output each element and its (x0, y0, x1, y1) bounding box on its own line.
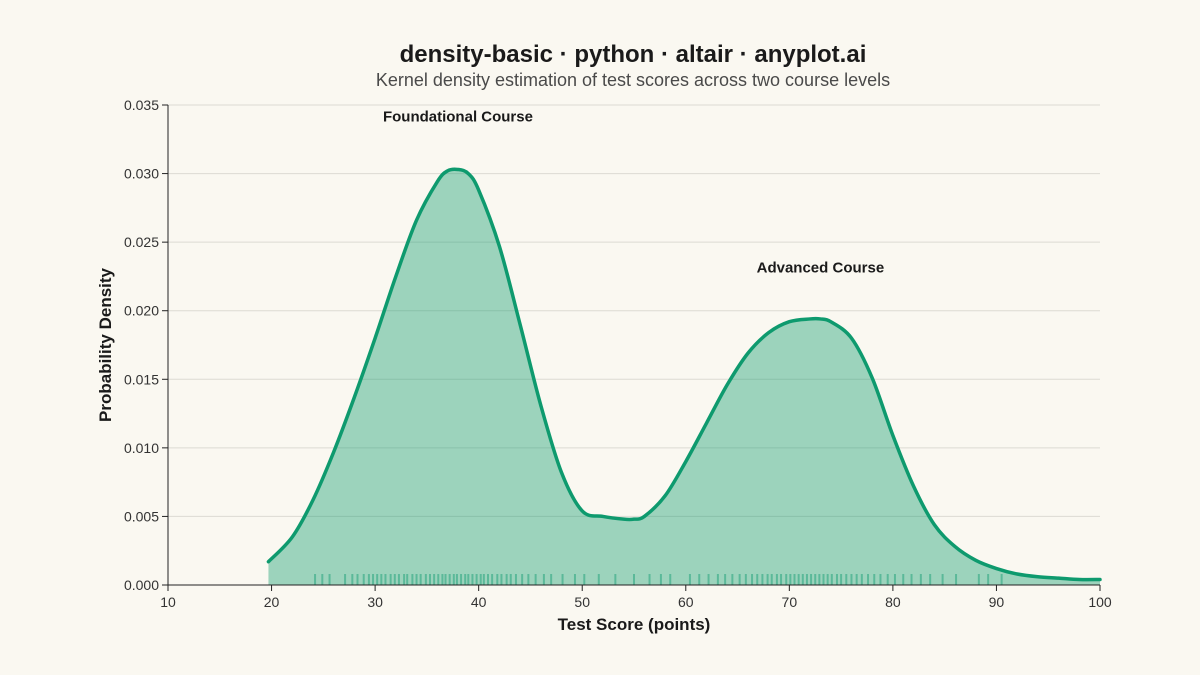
x-tick-label: 70 (782, 594, 798, 610)
tick-labels: 0.000 0.005 0.010 0.015 0.020 0.025 0.030 0.035… (124, 97, 1112, 610)
annotation-advanced-course: Advanced Course (757, 259, 885, 276)
grid-lines (168, 104, 1100, 517)
x-tick-label: 90 (989, 594, 1005, 610)
x-tick-label: 60 (678, 594, 694, 610)
axes (162, 104, 1101, 591)
annotation-foundational-course: Foundational Course (383, 108, 533, 125)
chart-title: density-basic · python · altair · anyplo… (400, 41, 867, 68)
y-tick-label: 0.035 (124, 97, 159, 113)
y-tick-label: 0.030 (124, 166, 159, 182)
x-tick-label: 80 (885, 594, 901, 610)
y-tick-label: 0.010 (124, 440, 159, 456)
density-area-layer (266, 167, 1102, 585)
x-tick-label: 20 (264, 594, 280, 610)
y-tick-label: 0.020 (124, 303, 159, 319)
x-tick-label: 30 (367, 594, 383, 610)
x-tick-label: 40 (471, 594, 487, 610)
y-tick-label: 0.000 (124, 577, 159, 593)
y-tick-label: 0.005 (124, 508, 159, 524)
y-tick-label: 0.015 (124, 371, 159, 387)
y-tick-label: 0.025 (124, 234, 159, 250)
density-line (266, 167, 1102, 582)
x-tick-label: 10 (160, 594, 176, 610)
rug-marks (314, 574, 1003, 585)
density-area (268, 169, 1101, 585)
x-tick-label: 50 (574, 594, 590, 610)
x-axis-title: Test Score (points) (558, 615, 711, 634)
chart-subtitle: Kernel density estimation of test scores… (376, 70, 890, 90)
x-tick-label: 100 (1088, 594, 1112, 610)
y-axis-title: Probability Density (96, 267, 115, 422)
